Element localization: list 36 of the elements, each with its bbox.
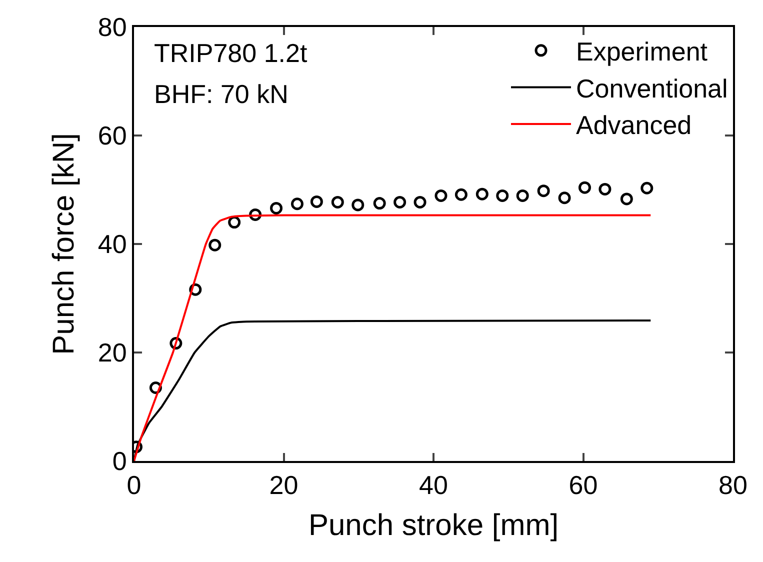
point (352, 198, 364, 212)
point (496, 189, 509, 202)
point (331, 196, 344, 208)
point (620, 192, 633, 206)
x-tick-label: 40 (419, 470, 448, 500)
y-tick-label: 20 (98, 338, 127, 368)
point (516, 189, 529, 202)
point (578, 181, 591, 194)
y-tick-label: 80 (98, 12, 127, 42)
point (394, 196, 406, 208)
point (640, 182, 654, 194)
point (434, 189, 448, 202)
x-tick-label: 20 (269, 470, 298, 500)
legend-label: Conventional (576, 73, 728, 104)
point (598, 182, 612, 196)
legend-label: Advanced (576, 110, 692, 140)
point (558, 192, 571, 204)
y-axis-title: Punch force [kN] (47, 133, 80, 355)
point (208, 238, 222, 252)
point (537, 184, 550, 198)
point (476, 188, 488, 200)
y-tick-label: 0 (112, 446, 127, 476)
point (290, 198, 304, 210)
annotation: TRIP780 1.2t (154, 38, 308, 68)
point (414, 196, 426, 208)
x-tick-label: 80 (718, 470, 748, 500)
point (373, 197, 386, 210)
point (270, 202, 283, 214)
x-axis-title: Punch stroke [mm] (308, 509, 559, 542)
x-tick-label: 60 (568, 470, 598, 500)
point (454, 188, 468, 201)
legend-label: Experiment (576, 36, 708, 67)
y-tick-label: 60 (98, 120, 127, 151)
y-tick-label: 40 (98, 229, 127, 260)
annotation: BHF: 70 kN (154, 79, 288, 109)
point (310, 195, 323, 208)
